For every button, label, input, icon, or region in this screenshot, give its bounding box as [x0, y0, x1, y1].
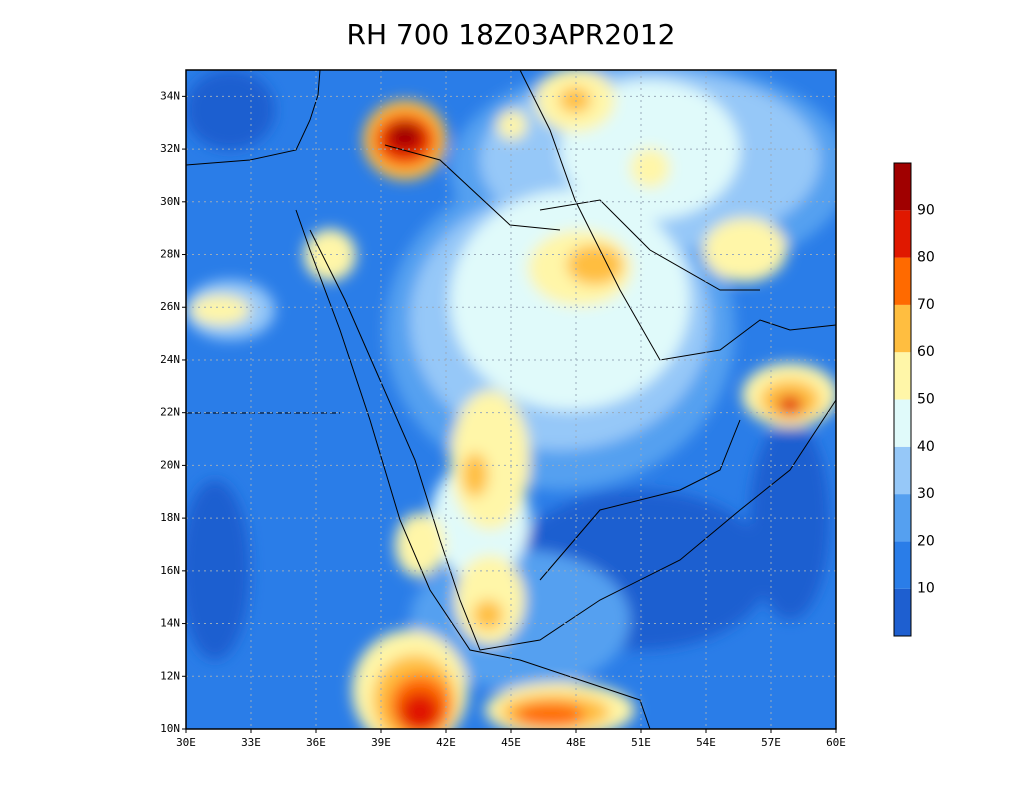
- colorbar-box: [894, 494, 911, 542]
- plot-frame: [185, 69, 837, 730]
- lat-tick-label: 20N: [160, 458, 180, 471]
- lon-tick-label: 30E: [176, 736, 196, 749]
- lat-tick-label: 14N: [160, 617, 180, 630]
- colorbar-box: [894, 163, 911, 211]
- colorbar-box: [894, 257, 911, 305]
- colorbar-box: [894, 446, 911, 495]
- lon-tick-label: 39E: [371, 736, 391, 749]
- lon-tick-label: 60E: [826, 736, 846, 749]
- lat-tick-label: 18N: [160, 511, 180, 524]
- colorbar-box: [894, 399, 911, 447]
- graticule: 30E 33E 36E 39E 42E 45E 48E 51E 54E 57E 60E 10N 12N 1…: [160, 70, 846, 749]
- contour-field: [186, 70, 836, 729]
- lat-tick-label: 22N: [160, 406, 180, 419]
- lon-tick-label: 45E: [501, 736, 521, 749]
- colorbar-label: 40: [917, 439, 935, 455]
- colorbar-label: 90: [917, 202, 935, 218]
- title: RH 700 18Z03APR2012: [347, 18, 676, 51]
- lat-tick-label: 24N: [160, 353, 180, 366]
- lat-tick-label: 28N: [160, 248, 180, 261]
- colorbar-frame: [893, 162, 912, 637]
- colorbar-box: [894, 588, 911, 636]
- colorbar-box: [894, 541, 911, 589]
- colorbar-label: 20: [917, 533, 935, 549]
- lat-tick-label: 34N: [160, 89, 180, 102]
- lat-tick-label: 10N: [160, 722, 180, 735]
- lon-tick-label: 42E: [436, 736, 456, 749]
- coastlines: [186, 70, 836, 729]
- lon-tick-label: 54E: [696, 736, 716, 749]
- lat-tick-label: 32N: [160, 142, 180, 155]
- colorbar-box: [894, 304, 911, 353]
- lon-tick-label: 57E: [761, 736, 781, 749]
- colorbar-label: 60: [917, 344, 935, 360]
- lon-tick-label: 48E: [566, 736, 586, 749]
- lat-tick-label: 30N: [160, 195, 180, 208]
- lon-tick-label: 36E: [306, 736, 326, 749]
- colorbar-box: [894, 210, 911, 258]
- colorbar: 10 20 30 40 50 60 70 80 90: [893, 162, 935, 637]
- lon-tick-label: 33E: [241, 736, 261, 749]
- lon-tick-label: 51E: [631, 736, 651, 749]
- colorbar-label: 30: [917, 486, 935, 502]
- colorbar-box: [894, 352, 911, 400]
- lat-tick-label: 26N: [160, 300, 180, 313]
- lat-tick-label: 16N: [160, 564, 180, 577]
- colorbar-label: 80: [917, 250, 935, 266]
- lat-tick-label: 12N: [160, 669, 180, 682]
- colorbar-label: 50: [917, 392, 935, 408]
- colorbar-label: 70: [917, 297, 935, 313]
- colorbar-label: 10: [917, 581, 935, 597]
